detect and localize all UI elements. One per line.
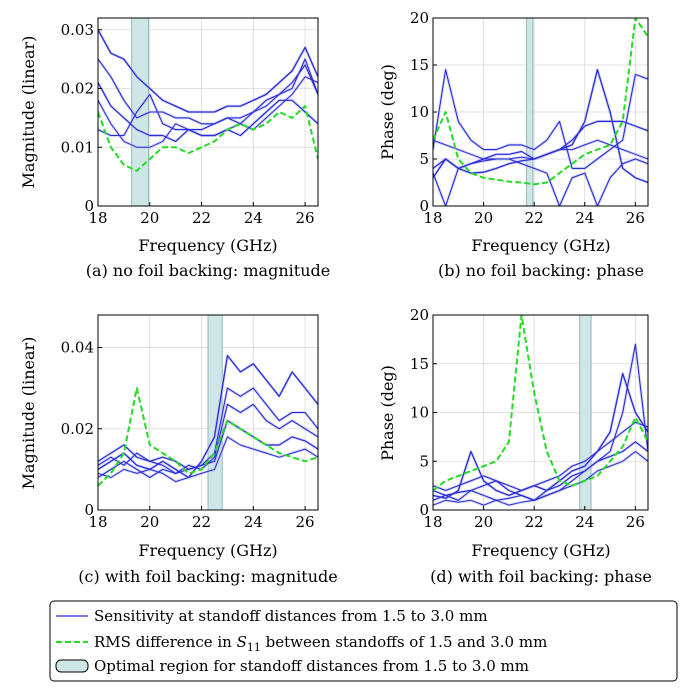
x-tick-label: 22	[525, 513, 544, 531]
legend-rms-label: RMS difference in S11 between standoffs …	[94, 633, 547, 654]
legend-optimal-label: Optimal region for standoff distances fr…	[94, 657, 529, 675]
sensitivity-line-4	[433, 451, 648, 506]
y-axis-label: Magnitude (linear)	[19, 36, 38, 189]
sensitivity-line-5	[433, 158, 648, 206]
x-tick-label: 18	[423, 513, 442, 531]
sensitivity-line-1	[98, 354, 318, 479]
x-tick-label: 26	[626, 513, 645, 531]
sensitivity-line-5	[98, 58, 318, 137]
y-tick-label: 0.03	[61, 21, 94, 39]
sensitivity-line-5	[433, 421, 648, 492]
panel-caption: (a) no foil backing: magnitude	[86, 261, 330, 280]
x-tick-label: 20	[474, 209, 493, 227]
legend-optimal-swatch	[55, 659, 89, 673]
chart-panel-c: 18 20 22 24 26 0 0.02 0.04 Frequency (GHz) Magn…	[19, 314, 338, 586]
rms-line	[98, 105, 318, 172]
plot-frame	[97, 314, 319, 511]
y-tick-label: 5	[419, 150, 429, 168]
y-tick-label: 0	[84, 501, 94, 519]
x-tick-label: 18	[88, 209, 107, 227]
legend-sensitivity-label: Sensitivity at standoff distances from 1…	[94, 607, 488, 625]
y-tick-label: 0	[84, 197, 94, 215]
y-tick-label: 0.02	[61, 80, 94, 98]
sensitivity-line-2	[433, 69, 648, 169]
sensitivity-line-5	[98, 403, 318, 474]
rms-line	[98, 387, 318, 487]
x-tick-label: 20	[140, 513, 159, 531]
chart-panel-d: 18 20 22 24 26 0 5 10 15 20 Frequency (GHz) Phase…	[378, 306, 652, 586]
y-tick-label: 0.01	[61, 138, 94, 156]
legend: Sensitivity at standoff distances from 1…	[49, 600, 678, 682]
legend-frame	[49, 600, 678, 682]
panel-caption: (b) no foil backing: phase	[438, 261, 644, 280]
x-tick-label: 24	[244, 209, 263, 227]
rms-line	[433, 315, 648, 492]
x-tick-label: 26	[626, 209, 645, 227]
x-tick-label: 22	[192, 209, 211, 227]
panel-caption: (d) with foil backing: phase	[430, 567, 652, 586]
sensitivity-line-1	[433, 372, 648, 499]
x-tick-label: 18	[88, 513, 107, 531]
x-tick-label: 24	[575, 209, 594, 227]
y-axis-label: Phase (deg)	[378, 365, 397, 461]
y-tick-label: 0.02	[61, 420, 94, 438]
y-tick-label: 0	[419, 501, 429, 519]
x-tick-label: 26	[296, 209, 315, 227]
x-tick-label: 22	[192, 513, 211, 531]
panel-caption: (c) with foil backing: magnitude	[78, 567, 337, 586]
y-axis-label: Phase (deg)	[378, 64, 397, 160]
y-tick-label: 15	[410, 355, 429, 373]
y-tick-label: 15	[410, 56, 429, 74]
optimal-region	[526, 17, 534, 207]
y-tick-label: 20	[410, 9, 429, 27]
y-tick-label: 20	[410, 306, 429, 324]
sensitivity-line-2	[98, 387, 318, 479]
y-tick-label: 10	[410, 103, 429, 121]
optimal-region	[207, 314, 223, 511]
x-tick-label: 22	[525, 209, 544, 227]
sensitivity-line-4	[433, 139, 648, 160]
x-tick-label: 24	[575, 513, 594, 531]
sensitivity-raw-line-4	[433, 450, 648, 507]
y-tick-label: 10	[410, 404, 429, 422]
x-axis-label: Frequency (GHz)	[471, 236, 610, 255]
legend-rms-suffix: between standoffs of 1.5 and 3.0 mm	[261, 633, 547, 651]
chart-panel-b: 18 20 22 24 26 0 5 10 15 20 Frequency (GHz) Phase…	[378, 9, 649, 280]
y-axis-label: Magnitude (linear)	[19, 337, 38, 490]
x-tick-label: 20	[474, 513, 493, 531]
y-tick-label: 0	[419, 197, 429, 215]
sensitivity-line-4	[98, 76, 318, 148]
plot-frame	[97, 17, 319, 207]
y-tick-label: 0.04	[61, 339, 94, 357]
y-tick-label: 5	[419, 452, 429, 470]
legend-rms-prefix: RMS difference in	[94, 633, 237, 651]
rms-line	[433, 18, 648, 186]
x-axis-label: Frequency (GHz)	[138, 541, 277, 560]
x-tick-label: 18	[423, 209, 442, 227]
sensitivity-line-1	[98, 29, 318, 113]
legend-rms-subscript: 11	[247, 641, 261, 654]
legend-rms-symbol: S	[237, 633, 247, 651]
x-axis-label: Frequency (GHz)	[138, 236, 277, 255]
sensitivity-line-4	[98, 436, 318, 483]
x-tick-label: 26	[296, 513, 315, 531]
sensitivity-line-3	[433, 441, 648, 501]
x-tick-label: 24	[244, 513, 263, 531]
x-axis-label: Frequency (GHz)	[471, 541, 610, 560]
x-tick-label: 20	[140, 209, 159, 227]
